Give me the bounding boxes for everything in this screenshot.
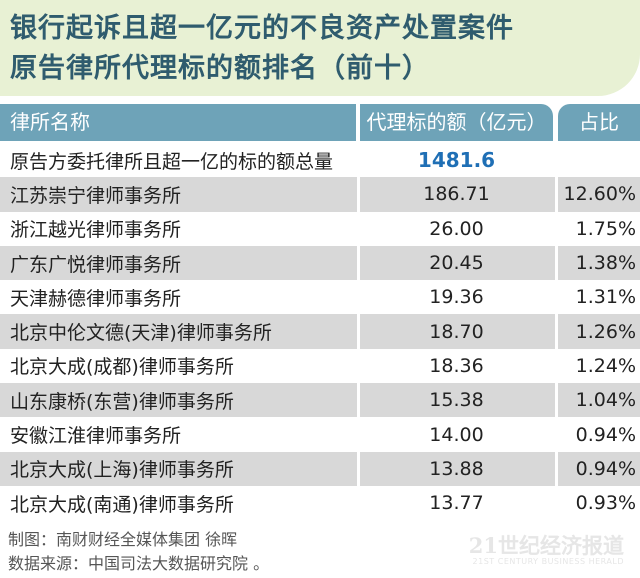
cell-amount: 14.00 [429,423,484,446]
cell-amount: 13.88 [429,457,484,480]
table-row: 北京大成(成都)律师事务所 18.36 1.24% [0,348,640,384]
table-row: 北京中伦文德(天津)律师事务所 18.70 1.26% [0,314,640,349]
cell-law-firm-name: 浙江越光律师事务所 [10,219,182,242]
cell-amount: 18.70 [429,320,484,343]
cell-law-firm-name: 天津赫德律师事务所 [10,287,182,310]
column-divider [555,143,558,178]
cell-law-firm-name: 原告方委托律所且超一亿的标的额总量 [10,150,334,173]
column-divider [357,280,360,315]
column-divider [357,143,360,178]
column-divider [357,348,360,384]
cell-share: 1.26% [575,320,636,343]
column-divider [357,451,360,486]
page-subtitle: 原告律所代理标的额排名（前十） [10,53,430,84]
cell-amount: 13.77 [429,492,484,515]
column-divider [555,245,558,281]
column-divider [357,383,360,418]
column-divider [555,451,558,486]
cell-amount: 18.36 [429,354,484,377]
cell-amount: 26.00 [429,217,484,240]
cell-law-firm-name: 北京大成(上海)律师事务所 [10,459,234,482]
cell-share: 0.94% [575,423,636,446]
cell-amount: 20.45 [429,252,484,275]
cell-amount: 186.71 [423,183,490,206]
cell-law-firm-name: 安徽江淮律师事务所 [10,425,182,448]
cell-law-firm-name: 江苏崇宁律师事务所 [10,184,182,207]
column-divider [357,314,360,349]
cell-amount: 19.36 [429,286,484,309]
cell-law-firm-name: 广东广悦律师事务所 [10,253,182,276]
cell-share: 12.60% [563,183,636,206]
table-row: 浙江越光律师事务所 26.00 1.75% [0,211,640,246]
table-body: 原告方委托律所且超一亿的标的额总量 1481.6 江苏崇宁律师事务所 186.71 12… [0,143,640,521]
table-row: 山东康桥(东营)律师事务所 15.38 1.04% [0,383,640,418]
title-panel: 银行起诉且超一亿元的不良资产处置案件 原告律所代理标的额排名（前十） [0,0,640,96]
column-divider [555,211,558,246]
watermark-logo-text: 21世纪经济报道 [468,533,624,558]
table-row: 天津赫德律师事务所 19.36 1.31% [0,280,640,315]
column-divider [357,245,360,281]
table-row: 江苏崇宁律师事务所 186.71 12.60% [0,177,640,212]
column-divider [555,314,558,349]
table-row: 北京大成(上海)律师事务所 13.88 0.94% [0,451,640,486]
cell-share: 1.75% [575,217,636,240]
cell-law-firm-name: 北京中伦文德(天津)律师事务所 [10,322,272,345]
column-header-share: 占比 [558,104,640,141]
cell-share: 1.24% [575,354,636,377]
cell-share: 1.31% [575,286,636,309]
cell-share: 1.38% [575,252,636,275]
column-divider [555,383,558,418]
table-row: 北京大成(南通)律师事务所 13.77 0.93% [0,485,640,521]
cell-share: 0.94% [575,457,636,480]
watermark-logo-subtext: 21ST CENTURY BUSINESS HERALD [472,557,624,566]
cell-share [558,143,636,177]
table-row: 广东广悦律师事务所 20.45 1.38% [0,245,640,281]
table-header: 律所名称 代理标的额（亿元） 占比 [0,104,640,141]
data-source: 数据来源：中国司法大数据研究院 。 [8,554,270,573]
column-divider [357,417,360,452]
cell-share: 1.04% [575,389,636,412]
column-divider [555,485,558,521]
table-row: 安徽江淮律师事务所 14.00 0.94% [0,417,640,452]
column-divider [357,177,360,212]
page-title: 银行起诉且超一亿元的不良资产处置案件 [10,13,514,44]
column-header-name: 律所名称 [0,104,356,141]
column-divider [555,280,558,315]
column-divider [357,211,360,246]
publisher-watermark: 21世纪经济报道 21ST CENTURY BUSINESS HERALD [439,530,624,570]
column-divider [555,417,558,452]
table-row: 原告方委托律所且超一亿的标的额总量 1481.6 [0,143,640,178]
column-divider [555,177,558,212]
column-divider [555,348,558,384]
cell-law-firm-name: 北京大成(成都)律师事务所 [10,356,234,379]
cell-law-firm-name: 北京大成(南通)律师事务所 [10,493,234,516]
cell-amount: 1481.6 [417,148,496,173]
column-divider [357,485,360,521]
cell-share: 0.93% [575,492,636,515]
cell-law-firm-name: 山东康桥(东营)律师事务所 [10,390,234,413]
chart-credit: 制图：南财财经全媒体集团 徐晖 [8,530,238,549]
column-header-amount: 代理标的额（亿元） [360,104,553,141]
cell-amount: 15.38 [429,389,484,412]
